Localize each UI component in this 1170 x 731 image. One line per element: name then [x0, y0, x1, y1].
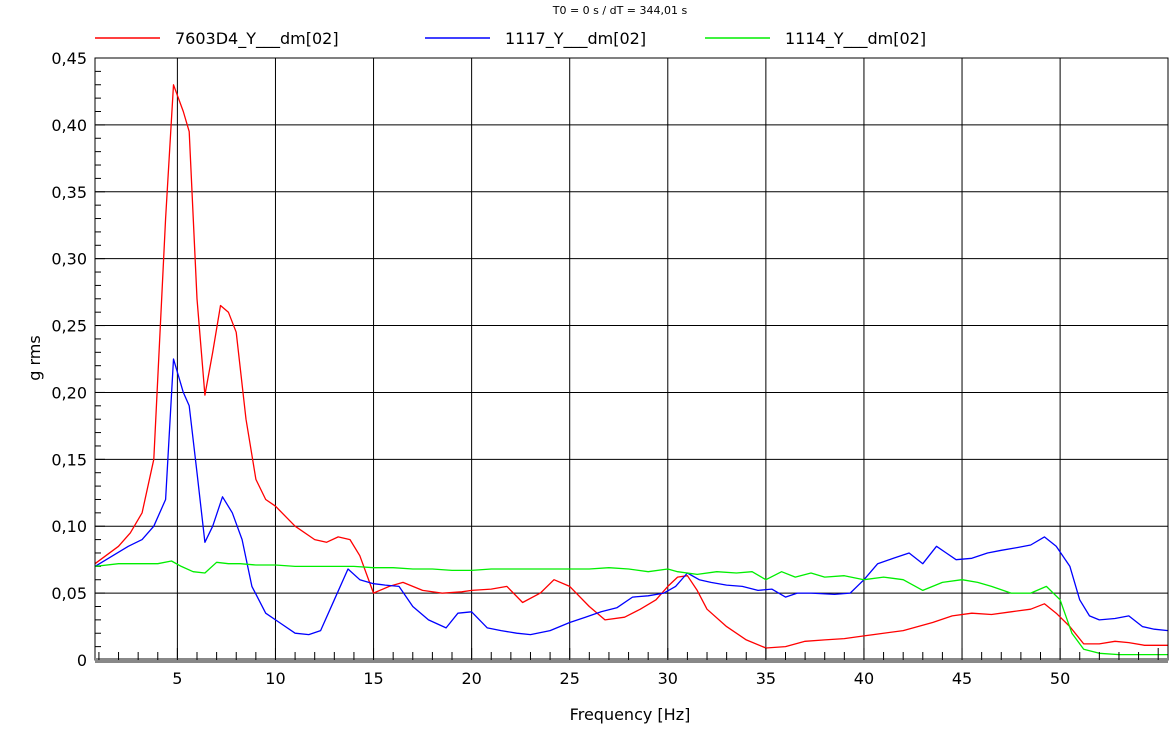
x-axis-title: Frequency [Hz] [570, 705, 691, 724]
series-lines [94, 84, 1169, 656]
x-tick-label: 35 [756, 669, 776, 688]
y-tick-label: 0 [77, 651, 87, 670]
y-tick-label: 0,15 [51, 450, 87, 469]
y-tick-label: 0,10 [51, 517, 87, 536]
y-tick-label: 0,35 [51, 183, 87, 202]
x-tick-label: 25 [560, 669, 580, 688]
series-line-2 [94, 358, 1169, 636]
x-tick-label: 50 [1050, 669, 1070, 688]
y-tick-label: 0,30 [51, 250, 87, 269]
y-tick-label: 0,05 [51, 584, 87, 603]
x-axis-ticks: 5 10 15 20 25 30 35 40 45 50 [172, 669, 1070, 688]
series-line-1 [94, 84, 1168, 649]
x-axis-bar [95, 658, 1168, 663]
legend: 7603D4_Y___dm[02] 1117_Y___dm[02] 1114_Y__… [95, 29, 926, 49]
y-tick-label: 0,20 [51, 383, 87, 402]
y-axis-ticks: 0 0,05 0,10 0,15 0,20 0,25 0,30 0,35 0,40 0,45 [51, 49, 105, 670]
legend-label-2: 1117_Y___dm[02] [505, 29, 646, 49]
x-tick-label: 45 [952, 669, 972, 688]
x-axis-baseline [95, 648, 1168, 663]
x-tick-label: 10 [265, 669, 285, 688]
legend-label-1: 7603D4_Y___dm[02] [175, 29, 339, 49]
x-tick-label: 5 [172, 669, 182, 688]
y-tick-label: 0,25 [51, 317, 87, 336]
x-tick-label: 30 [658, 669, 678, 688]
x-tick-label: 15 [363, 669, 383, 688]
y-axis-title: g rms [25, 335, 44, 380]
x-tick-label: 40 [854, 669, 874, 688]
x-tick-label: 20 [461, 669, 481, 688]
y-tick-label: 0,45 [51, 49, 87, 68]
legend-label-3: 1114_Y___dm[02] [785, 29, 926, 49]
chart-header: T0 = 0 s / dT = 344,01 s [552, 4, 688, 17]
y-tick-label: 0,40 [51, 116, 87, 135]
series-line-3 [94, 560, 1168, 656]
